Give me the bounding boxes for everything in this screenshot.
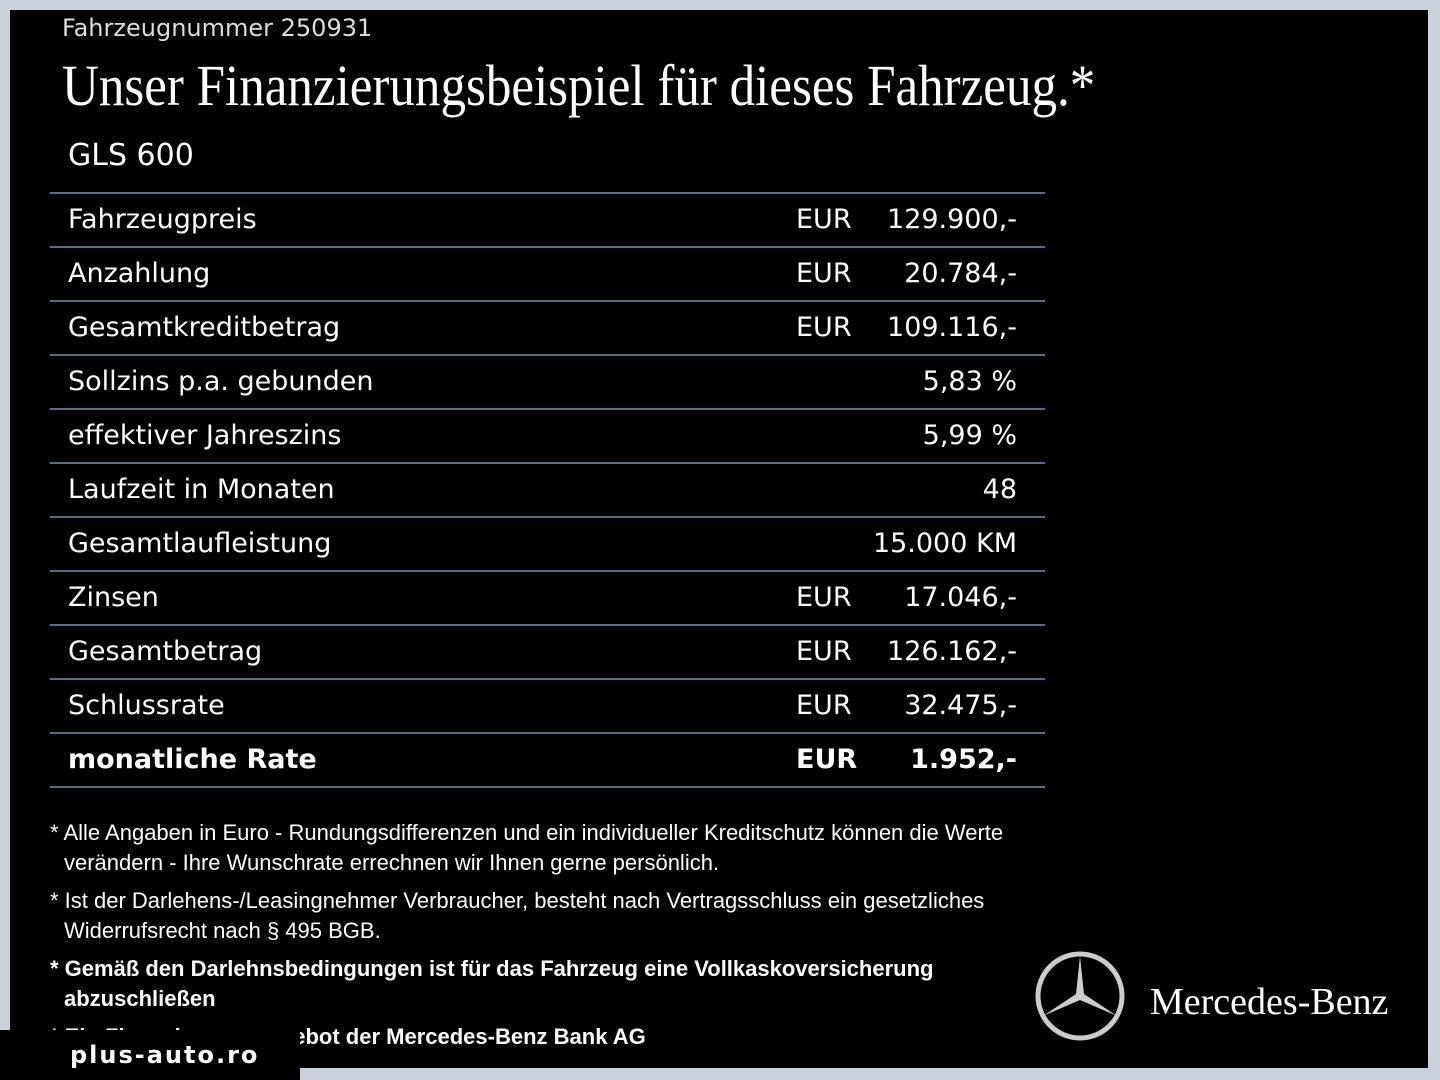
table-row: Fahrzeugpreis EUR 129.900,- xyxy=(50,192,1045,246)
table-row: Zinsen EUR 17.046,- xyxy=(50,570,1045,624)
watermark: plus-auto.ro xyxy=(0,1030,300,1080)
logo xyxy=(1035,951,1125,1041)
table-row: Anzahlung EUR 20.784,- xyxy=(50,246,1045,300)
value: 32.475,- xyxy=(904,690,1017,721)
panel: Fahrzeugnummer 250931 Unser Finanzierung… xyxy=(10,10,1428,1068)
model: GLS 600 xyxy=(68,138,194,173)
value: 15.000 KM xyxy=(872,528,1017,559)
currency: EUR xyxy=(796,744,858,775)
label: effektiver Jahreszins xyxy=(68,420,342,451)
table-row: Gesamtkreditbetrag EUR 109.116,- xyxy=(50,300,1045,354)
value: 1.952,- xyxy=(910,744,1017,775)
label: Gesamtbetrag xyxy=(68,636,263,667)
label: Laufzeit in Monaten xyxy=(68,474,335,505)
label: Anzahlung xyxy=(68,258,211,289)
table-row: effektiver Jahreszins 5,99 % xyxy=(50,408,1045,462)
value: 48 xyxy=(982,474,1017,505)
brand: Mercedes-Benz xyxy=(1150,981,1389,1023)
note: * Gemäß den Darlehnsbedingungen ist für … xyxy=(50,956,934,1011)
label: Gesamtlaufleistung xyxy=(68,528,332,559)
value: 17.046,- xyxy=(904,582,1017,613)
value: 126.162,- xyxy=(887,636,1017,667)
title: Unser Finanzierungsbeispiel für dieses F… xyxy=(62,53,1096,118)
label: Gesamtkreditbetrag xyxy=(68,312,341,343)
vehicle-number: Fahrzeugnummer 250931 xyxy=(62,14,373,42)
currency: EUR xyxy=(796,258,852,289)
table-row: Schlussrate EUR 32.475,- xyxy=(50,678,1045,732)
label: Zinsen xyxy=(68,582,159,613)
currency: EUR xyxy=(796,690,852,721)
label: Schlussrate xyxy=(68,690,225,721)
table-row: Laufzeit in Monaten 48 xyxy=(50,462,1045,516)
value: 129.900,- xyxy=(887,204,1017,235)
table: Fahrzeugpreis EUR 129.900,- Anzahlung EUR 20.… xyxy=(50,192,1045,788)
value: 20.784,- xyxy=(904,258,1017,289)
table-row: Gesamtlaufleistung 15.000 KM xyxy=(50,516,1045,570)
label: Sollzins p.a. gebunden xyxy=(68,366,374,397)
currency: EUR xyxy=(796,312,852,343)
note: * Alle Angaben in Euro - Rundungsdiffere… xyxy=(50,820,1004,875)
currency: EUR xyxy=(796,204,852,235)
table-row: Gesamtbetrag EUR 126.162,- xyxy=(50,624,1045,678)
value: 5,83 % xyxy=(922,366,1017,397)
label: Fahrzeugpreis xyxy=(68,204,257,235)
label: monatliche Rate xyxy=(68,744,317,775)
notes: * Alle Angaben in Euro - Rundungsdiffere… xyxy=(50,818,1050,1060)
currency: EUR xyxy=(796,636,852,667)
currency: EUR xyxy=(796,582,852,613)
value: 5,99 % xyxy=(922,420,1017,451)
note: * Ist der Darlehens-/Leasingnehmer Verbr… xyxy=(50,888,985,943)
value: 109.116,- xyxy=(887,312,1017,343)
table-row: Sollzins p.a. gebunden 5,83 % xyxy=(50,354,1045,408)
table-row: monatliche Rate EUR 1.952,- xyxy=(50,732,1045,788)
